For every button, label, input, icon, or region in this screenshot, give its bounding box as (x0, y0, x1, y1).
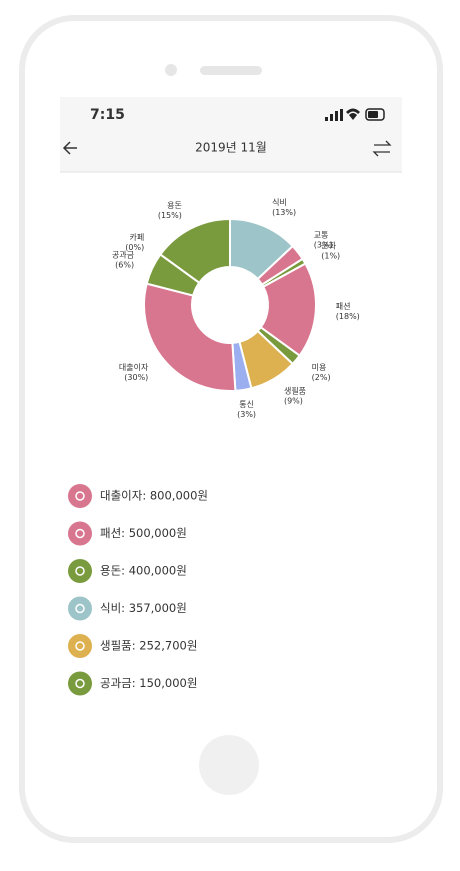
slice-label: 식비 (272, 198, 287, 207)
slice-label: 공과금 (112, 250, 134, 259)
slice-label: 미용 (312, 363, 327, 372)
slice-value-label: (6%) (115, 260, 134, 269)
back-button[interactable] (62, 141, 77, 155)
icon-glyph (75, 566, 85, 576)
status-icons (325, 108, 385, 121)
camera (165, 64, 177, 76)
slice-value-label: (9%) (284, 397, 303, 406)
slice-value-label: (3%) (314, 241, 333, 250)
category-icon (68, 671, 92, 696)
home-button (199, 735, 259, 795)
category-amount: 패션: 500,000원 (100, 526, 187, 540)
donut-chart: 식비(13%)교통(3%)문화(1%)패션(18%)미용(2%)생필품(9%)통… (112, 198, 360, 419)
category-icon (68, 559, 92, 583)
category-amount: 용돈: 400,000원 (100, 564, 187, 578)
icon-glyph (75, 491, 85, 501)
slice-label: 카페 (130, 232, 145, 242)
slice-value-label: (15%) (158, 211, 182, 220)
slice-value-label: (1%) (321, 252, 340, 261)
slice-value-label: (13%) (272, 208, 296, 217)
slice-value-label: (0%) (125, 243, 144, 252)
category-icon (68, 634, 92, 658)
slice-label: 대출이자 (119, 362, 149, 372)
slice-value-label: (3%) (237, 410, 256, 419)
header-title: 2019년 11월 (195, 141, 267, 155)
slice-value-label: (30%) (124, 373, 148, 382)
slice-label: 패션 (336, 301, 351, 311)
icon-glyph (75, 641, 85, 651)
category-amount: 공과금: 150,000원 (100, 676, 197, 690)
slice-label: 생필품 (284, 386, 306, 396)
category-amount: 생필품: 252,700원 (100, 639, 197, 653)
icon-glyph (75, 678, 85, 689)
slice-value-label: (18%) (336, 312, 360, 321)
icon-glyph (75, 603, 85, 614)
status-time: 7:15 (90, 107, 125, 123)
donut-slice (143, 282, 237, 392)
slice-label: 교통 (314, 231, 329, 240)
category-icon (68, 596, 92, 621)
slice-value-label: (2%) (312, 373, 331, 382)
category-amount: 식비: 357,000원 (100, 601, 187, 615)
category-icon (68, 521, 92, 546)
top-bar (60, 97, 402, 172)
slice-label: 통신 (239, 400, 254, 409)
category-icon (68, 484, 92, 508)
donut-slice (159, 217, 231, 285)
phone-body (19, 15, 443, 843)
icon-glyph (75, 528, 85, 539)
category-amount: 대출이자: 800,000원 (100, 489, 208, 503)
swap-button[interactable] (372, 140, 392, 157)
slice-label: 용돈 (167, 201, 182, 210)
slice-label: 문화 (321, 242, 336, 251)
speaker (200, 66, 262, 75)
